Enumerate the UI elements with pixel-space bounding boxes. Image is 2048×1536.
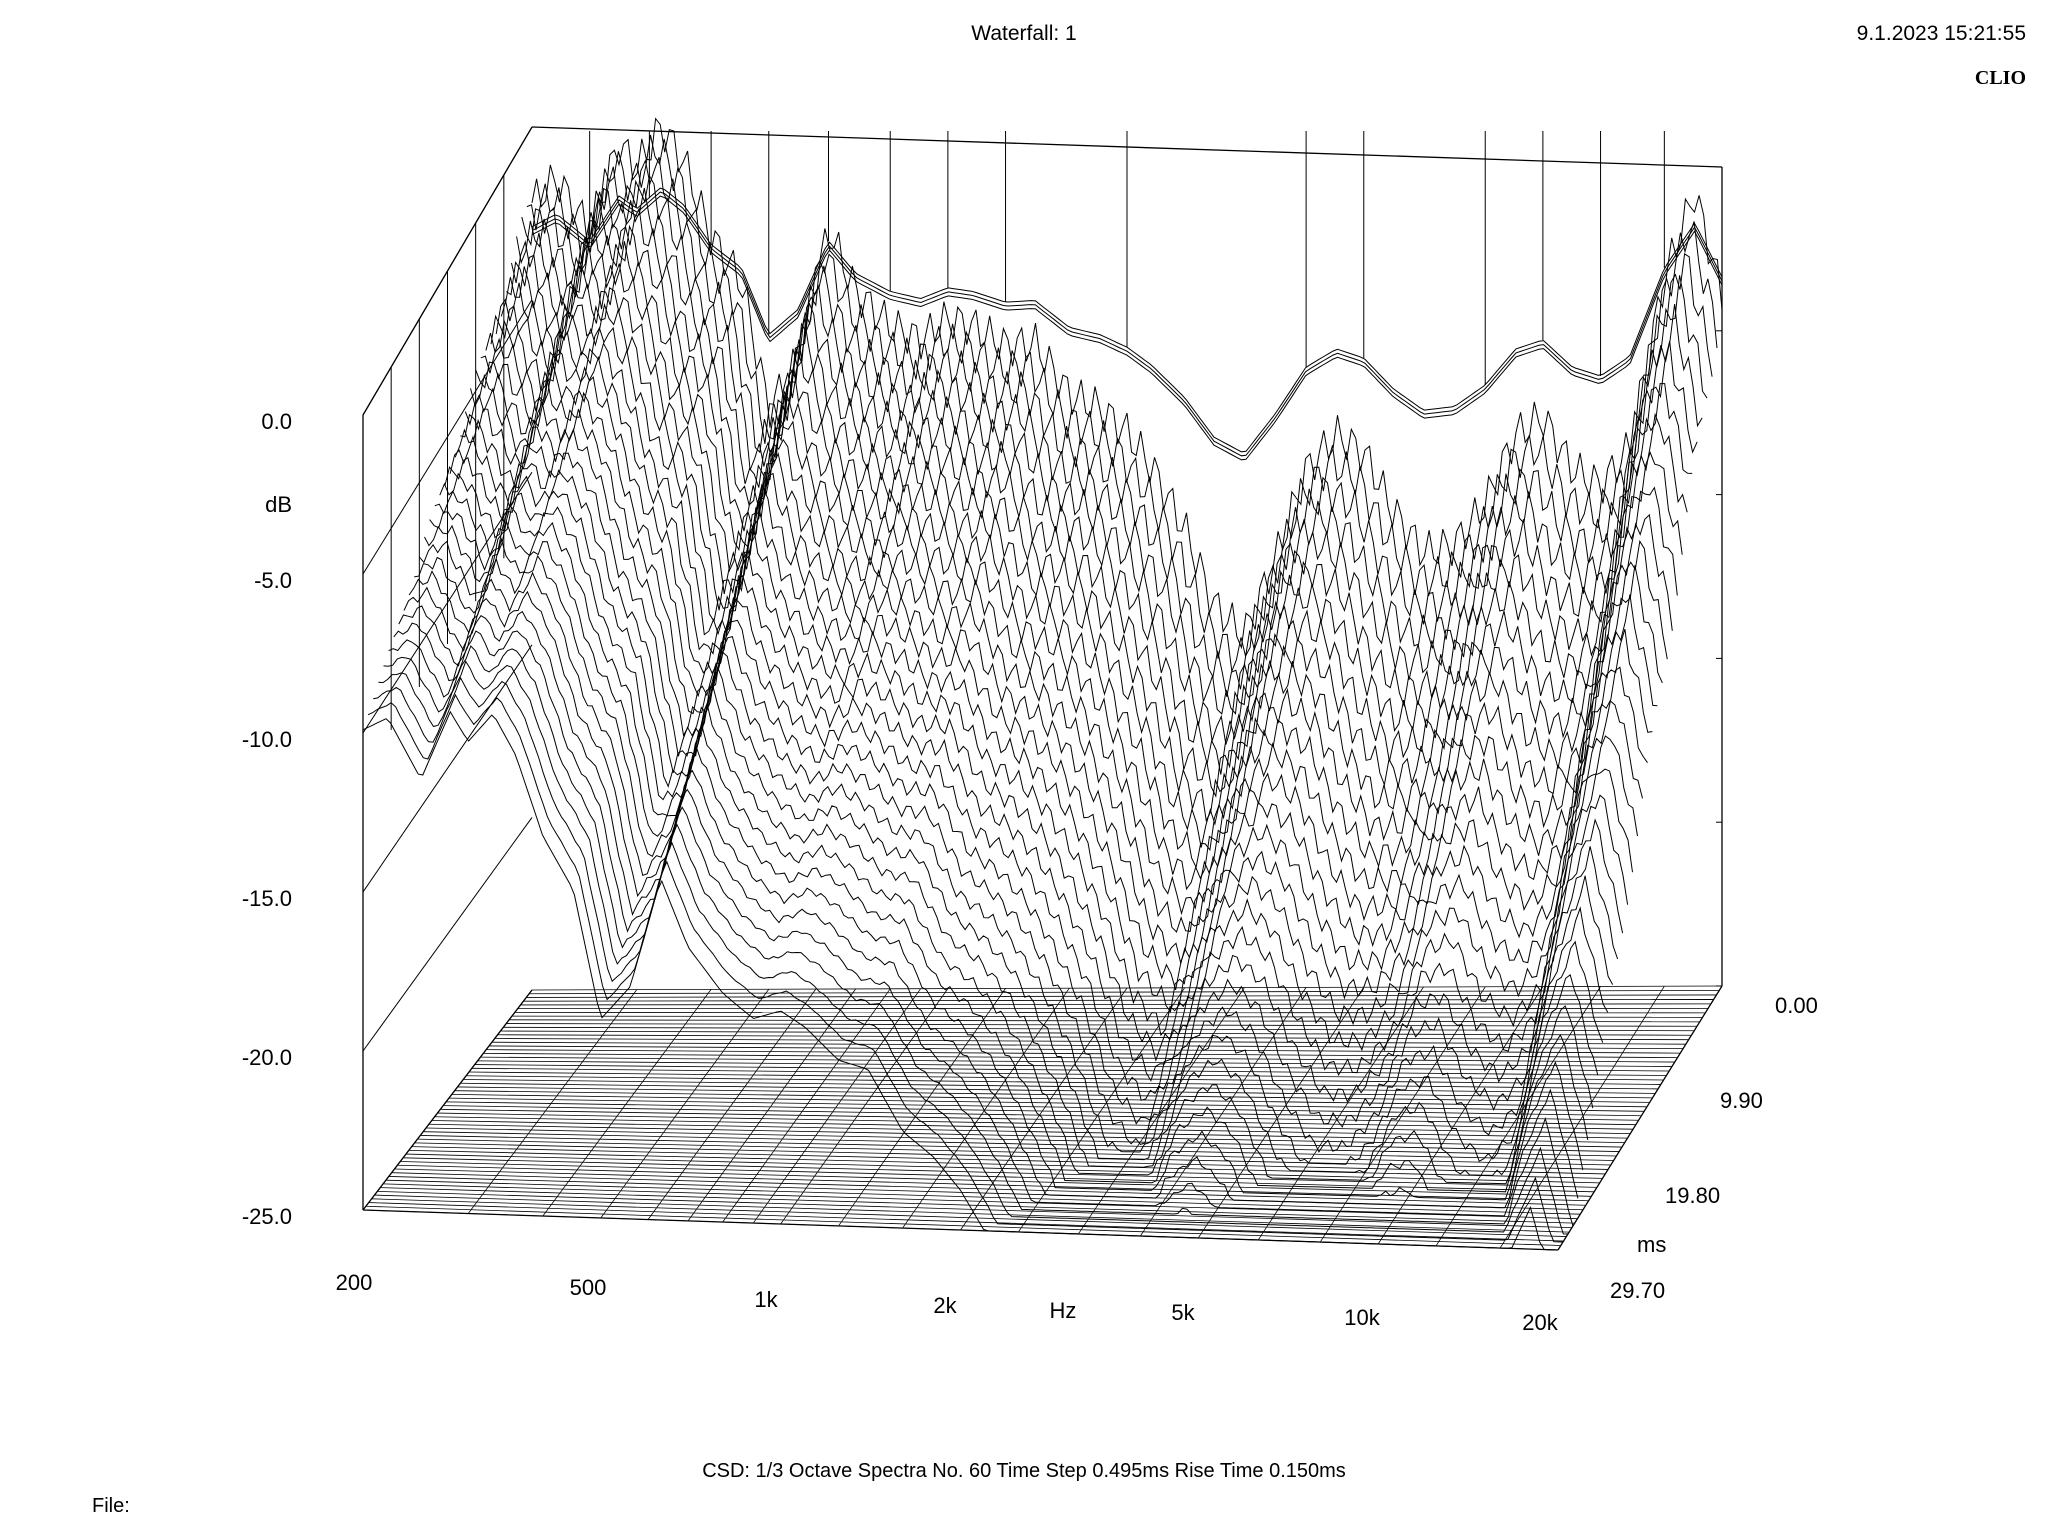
floor-freq-line [1377, 986, 1544, 1245]
spectrum-slice [500, 224, 1693, 798]
floor-freq-line [1319, 986, 1486, 1243]
spectrum-slice [424, 506, 1619, 1145]
freq-tick-label: 10k [1344, 1305, 1380, 1330]
freq-tick-label: 500 [570, 1275, 607, 1300]
spectrum-slice [434, 469, 1629, 1101]
spectrum-slice [449, 408, 1643, 1037]
z-axis-unit: dB [265, 492, 292, 517]
floor-freq-line [752, 988, 921, 1224]
spectrum-slice [495, 241, 1688, 823]
db-grid-line [362, 471, 533, 734]
spectrum-slice [531, 117, 1723, 650]
floor-freq-line [1140, 987, 1307, 1237]
db-tick-label: -5.0 [254, 568, 292, 593]
spectrum-slice [418, 519, 1614, 1153]
spectrum-slice [362, 710, 1559, 1251]
floor-freq-line [1257, 986, 1424, 1241]
floor-freq-line [902, 987, 1070, 1229]
floor-freq-line [542, 989, 712, 1217]
spectrum-slice [398, 590, 1594, 1193]
floor-freq-line [1499, 985, 1665, 1249]
spectrum-slice [408, 554, 1604, 1176]
db-tick-label: -10.0 [242, 727, 292, 752]
spectrum-slice [516, 174, 1708, 715]
floor-freq-line [647, 988, 817, 1220]
freq-tick-label: 200 [336, 1270, 373, 1295]
db-grid-line [362, 126, 533, 416]
floor-freq-line [467, 989, 638, 1214]
spectrum-slice [439, 452, 1633, 1082]
file-label: File: [92, 1495, 130, 1517]
floor-freq-line [960, 987, 1128, 1231]
floor-freq-line [780, 988, 949, 1225]
back-wall-spectrum [531, 131, 1723, 461]
spectrum-slice [403, 571, 1599, 1185]
db-tick-label: -20.0 [242, 1045, 292, 1070]
spectrum-slice [485, 286, 1678, 869]
spectrum-slice [480, 302, 1673, 891]
db-grid-line [362, 817, 533, 1052]
db-grid-line [362, 989, 533, 1211]
spectrum-slice [429, 490, 1624, 1125]
spectrum-slice [367, 693, 1564, 1243]
spectrum-slice [506, 206, 1698, 775]
chart-title: Waterfall: 1 [971, 22, 1077, 45]
spectrum-slice [454, 391, 1648, 1013]
db-tick-label: 0.0 [261, 409, 292, 434]
spectrum-slice [373, 676, 1568, 1235]
spectrum-slice [444, 428, 1638, 1062]
spectra-slices [362, 117, 1723, 1251]
floor-freq-line [1197, 986, 1365, 1239]
spectrum-slice [378, 660, 1574, 1227]
spectrum-slice [470, 342, 1663, 933]
freq-tick-label: 1k [754, 1287, 778, 1312]
spectrum-slice [393, 610, 1589, 1201]
freq-tick-label: 20k [1522, 1310, 1558, 1335]
floor-freq-line [722, 988, 891, 1223]
time-tick-label: 0.00 [1775, 993, 1818, 1018]
floor-freq-line [687, 988, 857, 1222]
timestamp: 9.1.2023 15:21:55 [1856, 22, 2026, 45]
measurement-settings: CSD: 1/3 Octave Spectra No. 60 Time Step… [702, 1460, 1346, 1482]
back-wall-trace [531, 191, 1723, 457]
time-tick-label: 29.70 [1610, 1278, 1665, 1303]
db-tick-label: -25.0 [242, 1204, 292, 1229]
freq-tick-label: 5k [1171, 1300, 1195, 1325]
spectrum-slice [526, 134, 1718, 674]
spectrum-slice [388, 630, 1584, 1209]
time-tick-label: 19.80 [1665, 1183, 1720, 1208]
x-axis-unit: Hz [1050, 1298, 1077, 1323]
floor-grid [362, 985, 1723, 1251]
spectrum-slice [490, 263, 1683, 848]
y-axis-unit: ms [1637, 1232, 1666, 1257]
floor-freq-line [1018, 987, 1185, 1233]
db-grid-line [362, 644, 533, 893]
floor-freq-line [1078, 987, 1245, 1235]
spectrum-slice [475, 326, 1668, 916]
spectrum-slice [464, 355, 1658, 965]
db-grid-line [362, 299, 533, 575]
axis-labels: 0.0 -5.0 -10.0 -15.0 -20.0 -25.0 dB 200 500 1k 2k 5… [242, 409, 1818, 1335]
spectrum-slice [383, 645, 1579, 1217]
db-tick-label: -15.0 [242, 886, 292, 911]
spectrum-slice [414, 537, 1609, 1165]
axis-right-bottom-edge [1557, 985, 1723, 1251]
time-tick-label: 9.90 [1720, 1088, 1763, 1113]
spectrum-slice [460, 376, 1653, 991]
floor-freq-line [838, 988, 1006, 1227]
freq-tick-label: 2k [933, 1293, 957, 1318]
brand-logo: CLIO [1974, 67, 2026, 89]
floor-freq-line [600, 988, 770, 1219]
back-wall-trace [531, 195, 1723, 461]
